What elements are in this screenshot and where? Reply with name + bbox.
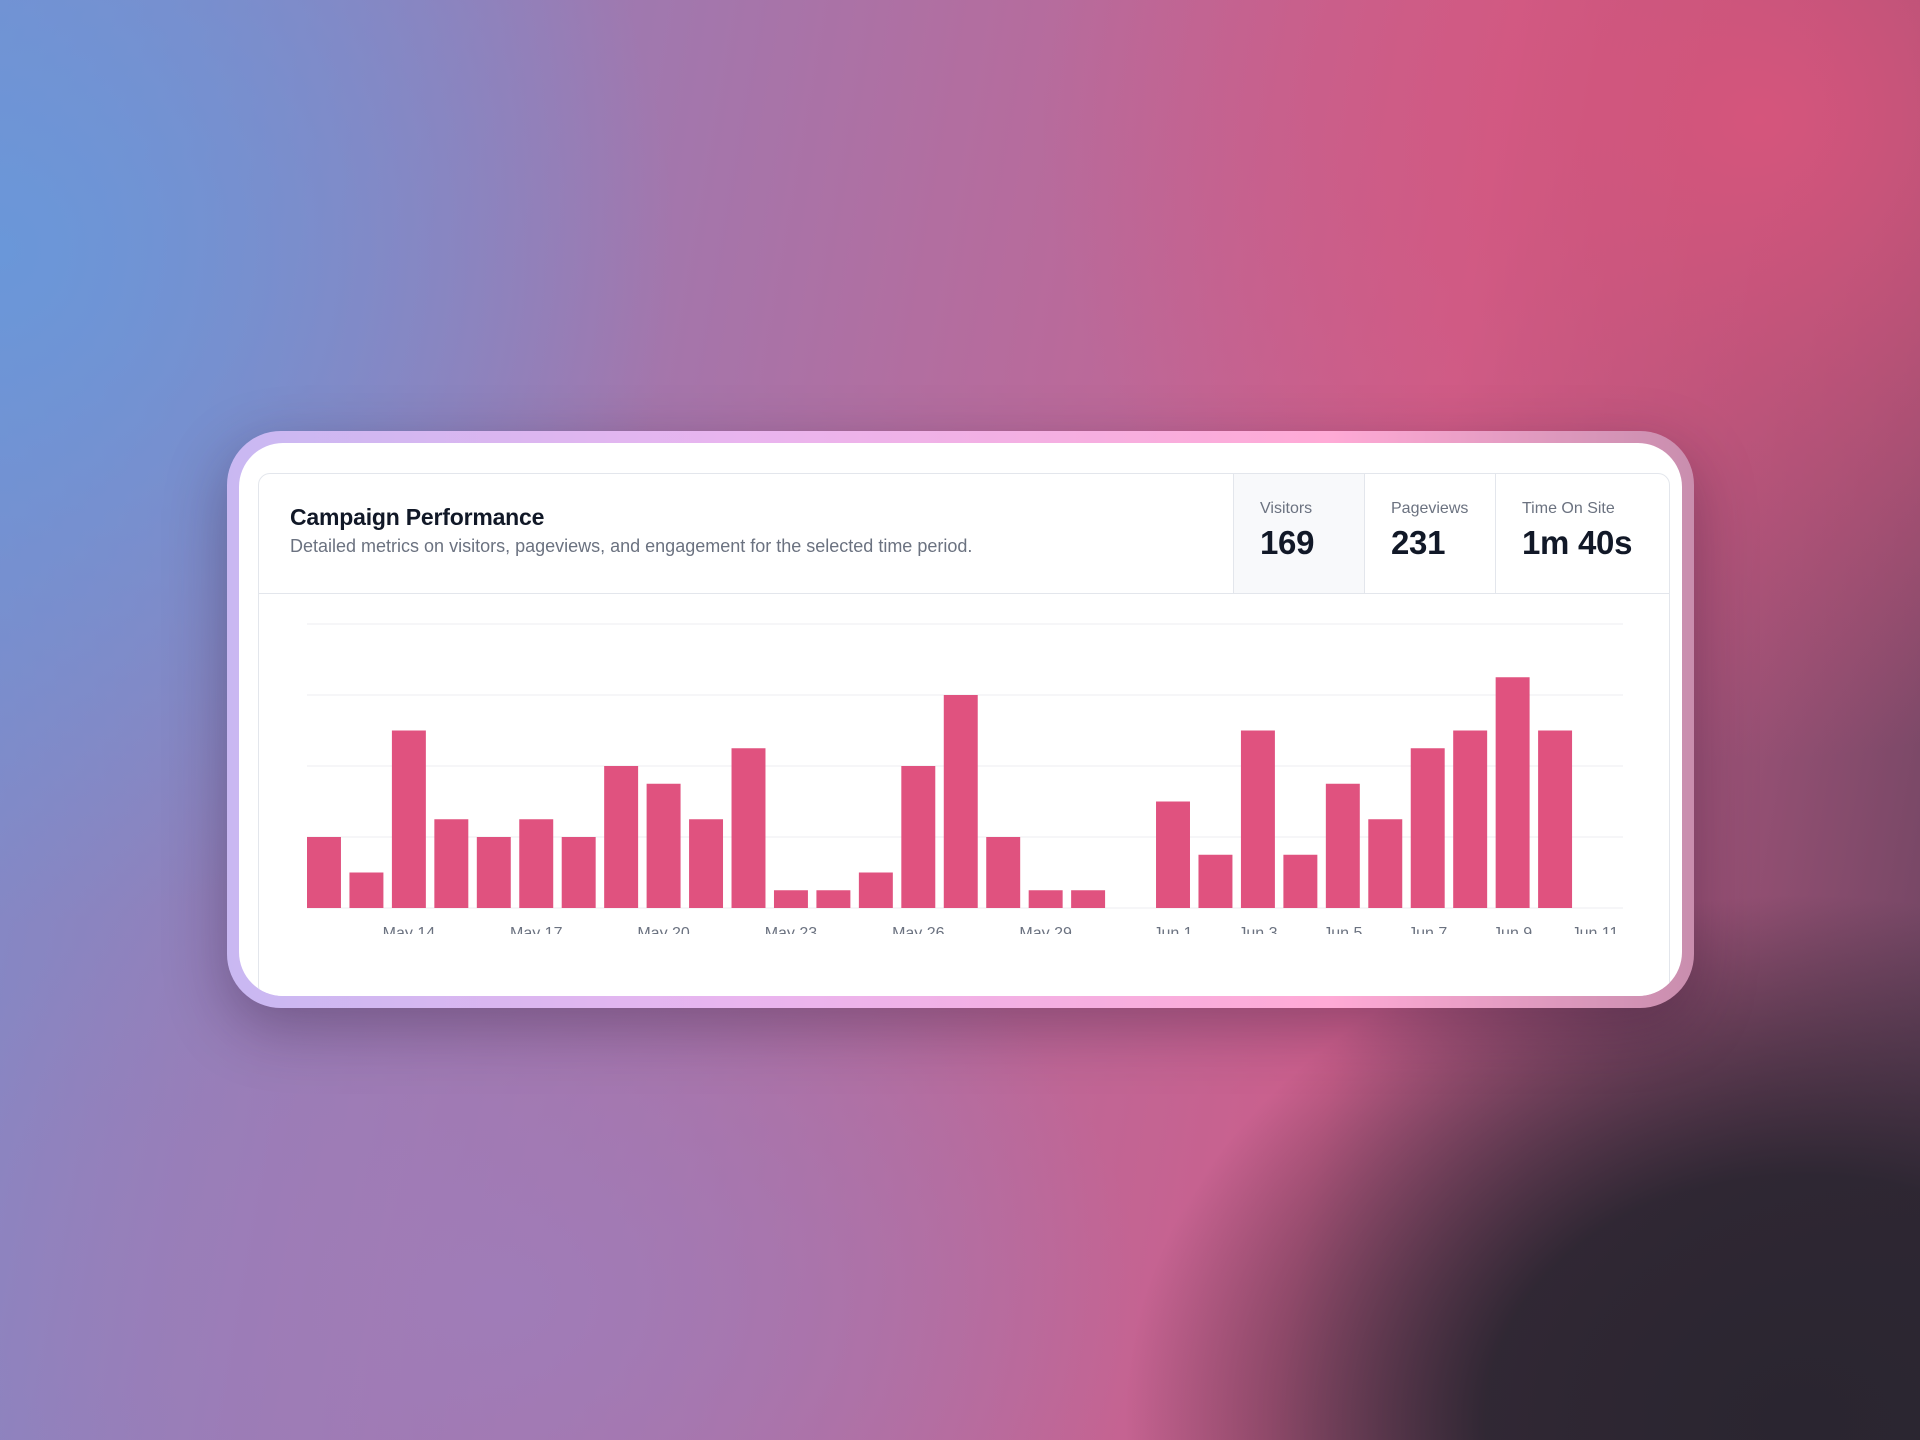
stat-visitors[interactable]: Visitors 169 — [1233, 474, 1364, 593]
bar[interactable] — [1325, 783, 1360, 908]
visitors-bar-chart: May 14 May 17 May 20 May 23 May 26 May 29 Jun … — [307, 623, 1623, 934]
stat-label: Pageviews — [1391, 500, 1469, 517]
x-tick-label: May 17 — [510, 925, 563, 934]
bar[interactable] — [434, 819, 469, 908]
card-header: Campaign Performance Detailed metrics on… — [259, 474, 1669, 594]
x-tick-label: May 20 — [637, 925, 690, 934]
card-subtitle: Detailed metrics on visitors, pageviews,… — [290, 536, 973, 556]
bar[interactable] — [1071, 890, 1106, 908]
bar[interactable] — [307, 837, 341, 908]
x-tick-label: Jun 3 — [1238, 925, 1277, 934]
bar[interactable] — [1156, 801, 1190, 909]
bar[interactable] — [1453, 730, 1488, 909]
x-tick-label: Jun 7 — [1408, 925, 1447, 934]
x-tick-label: May 14 — [383, 925, 436, 934]
stats-row: Visitors 169 Pageviews 231 Time On Site … — [1233, 474, 1669, 593]
x-tick-label: May 29 — [1019, 925, 1072, 934]
x-tick-label: Jun 5 — [1323, 925, 1362, 934]
bar[interactable] — [731, 748, 766, 908]
x-tick-label: Jun 9 — [1493, 925, 1532, 934]
x-tick-label: May 23 — [765, 925, 818, 934]
card-surface: Campaign Performance Detailed metrics on… — [239, 443, 1682, 996]
bar[interactable] — [858, 872, 893, 909]
bar[interactable] — [689, 819, 724, 908]
bar[interactable] — [1198, 854, 1233, 908]
stat-pageviews[interactable]: Pageviews 231 — [1364, 474, 1495, 593]
card-title: Campaign Performance — [290, 504, 545, 530]
bar[interactable] — [476, 837, 511, 908]
x-tick-label: Jun 11 — [1572, 925, 1619, 934]
stat-label: Time On Site — [1522, 500, 1615, 517]
stat-value: 169 — [1260, 524, 1315, 561]
bar[interactable] — [1240, 730, 1275, 909]
stat-value: 231 — [1391, 524, 1446, 561]
bar[interactable] — [1028, 890, 1063, 908]
bar[interactable] — [519, 819, 554, 908]
bar[interactable] — [349, 872, 384, 909]
bar[interactable] — [1368, 819, 1403, 908]
bar[interactable] — [391, 730, 426, 909]
bar[interactable] — [1495, 677, 1530, 908]
stat-time-on-site[interactable]: Time On Site 1m 40s — [1495, 474, 1669, 593]
bar[interactable] — [816, 890, 851, 908]
bar[interactable] — [901, 766, 936, 908]
bar[interactable] — [773, 890, 808, 908]
bar[interactable] — [604, 766, 639, 908]
card-frame: Campaign Performance Detailed metrics on… — [227, 431, 1694, 1008]
bar[interactable] — [561, 837, 596, 908]
bar[interactable] — [646, 783, 681, 908]
bar[interactable] — [943, 695, 978, 908]
bar[interactable] — [1410, 748, 1445, 908]
bar[interactable] — [986, 837, 1021, 908]
x-tick-label: May 26 — [892, 925, 945, 934]
campaign-performance-card: Campaign Performance Detailed metrics on… — [258, 473, 1670, 996]
bar[interactable] — [1538, 730, 1573, 909]
x-tick-label: Jun 1 — [1153, 925, 1192, 934]
bar[interactable] — [1283, 854, 1318, 908]
stat-value: 1m 40s — [1522, 524, 1633, 561]
stat-label: Visitors — [1260, 500, 1313, 517]
